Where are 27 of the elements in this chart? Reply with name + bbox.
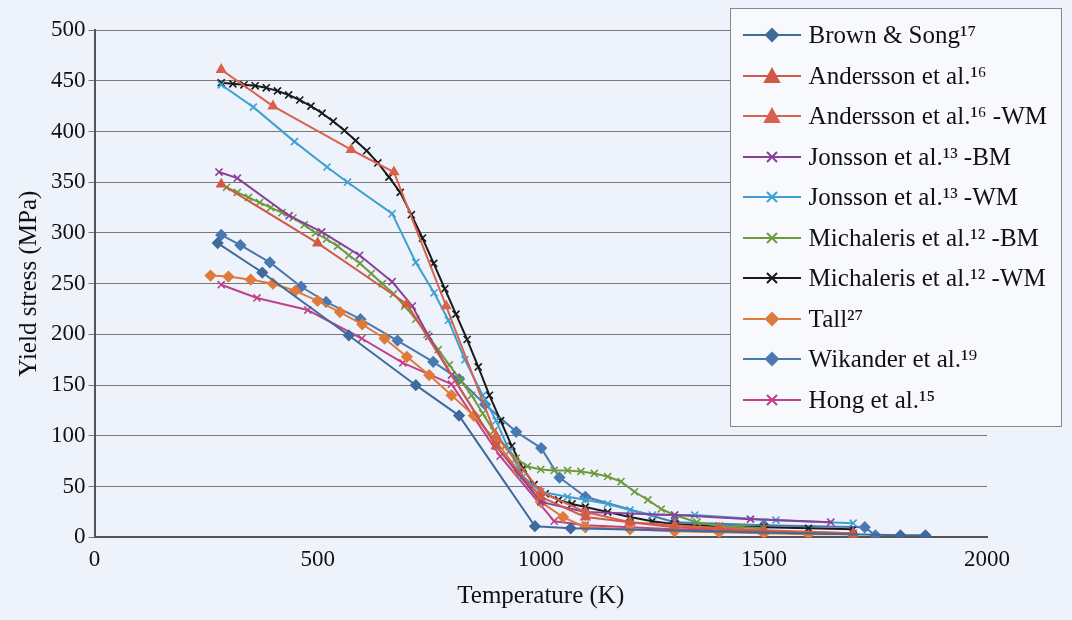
y-tick-label: 300 [51, 219, 86, 245]
legend-label: Tall²⁷ [808, 304, 864, 333]
legend-label: Hong et al.¹⁵ [808, 385, 936, 414]
x-tick-label: 1500 [740, 546, 787, 572]
legend-label: Jonsson et al.¹³ -BM [808, 142, 1012, 171]
y-tick-label: 450 [51, 66, 86, 92]
y-tick-label: 150 [51, 371, 86, 397]
legend-label: Andersson et al.¹⁶ -WM [808, 102, 1047, 131]
y-tick-label: 200 [51, 320, 86, 346]
legend-label: Jonsson et al.¹³ -WM [808, 183, 1019, 212]
legend-label: Brown & Song¹⁷ [808, 21, 977, 50]
x-tick-label: 1000 [517, 546, 564, 572]
x-tick-label: 2000 [964, 546, 1010, 572]
y-tick-label: 250 [51, 269, 86, 295]
y-tick-label: 400 [51, 117, 86, 143]
y-tick-label: 500 [51, 16, 86, 42]
legend-label: Andersson et al.¹⁶ [808, 61, 987, 90]
y-axis-title: Yield stress (MPa) [13, 190, 42, 377]
legend-label: Michaleris et al.¹² -WM [808, 264, 1046, 293]
y-tick-label: 0 [74, 523, 86, 549]
y-tick-label: 100 [51, 421, 86, 447]
legend-label: Michaleris et al.¹² -BM [808, 223, 1039, 252]
y-tick-label: 50 [62, 472, 86, 498]
x-axis-title: Temperature (K) [457, 580, 625, 609]
y-tick-label: 350 [51, 168, 86, 194]
x-tick-label: 500 [300, 546, 335, 572]
legend-label: Wikander et al.¹⁹ [808, 345, 978, 374]
